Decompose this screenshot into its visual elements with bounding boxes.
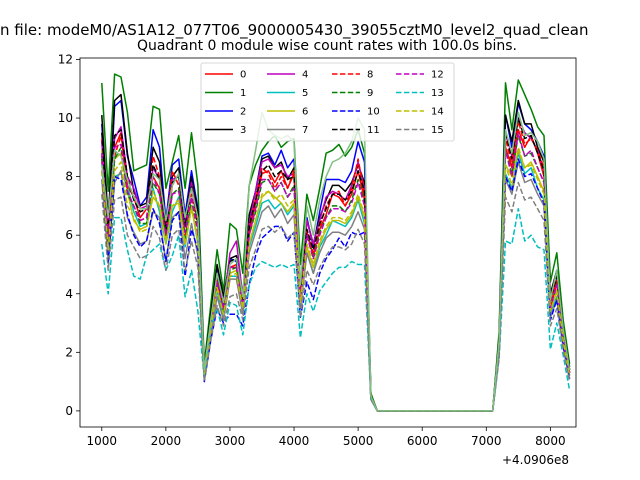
x-offset-label: +4.0906e8 bbox=[502, 453, 569, 467]
y-tick-label: 8 bbox=[65, 170, 73, 184]
legend-label-8: 8 bbox=[367, 70, 373, 81]
legend-label-10: 10 bbox=[367, 107, 380, 118]
series-line-10 bbox=[101, 158, 571, 412]
series-group bbox=[101, 73, 571, 412]
x-tick-label: 2000 bbox=[151, 434, 182, 448]
x-tick-label: 6000 bbox=[407, 434, 438, 448]
x-tick-label: 4000 bbox=[279, 434, 310, 448]
x-tick-label: 5000 bbox=[343, 434, 374, 448]
legend-label-6: 6 bbox=[302, 107, 308, 118]
legend-label-11: 11 bbox=[367, 125, 380, 136]
plot-area: 1000 2000 3000 4000 5000 6000 7000 800002468101… bbox=[58, 52, 577, 467]
series-line-2 bbox=[101, 99, 571, 412]
legend-label-1: 1 bbox=[240, 88, 246, 99]
legend-label-15: 15 bbox=[431, 125, 444, 136]
series-line-8 bbox=[101, 120, 571, 412]
legend-label-5: 5 bbox=[302, 88, 308, 99]
series-line-3 bbox=[101, 93, 571, 412]
series-line-11 bbox=[101, 117, 571, 412]
legend-frame bbox=[200, 62, 455, 142]
chart-title: Quadrant 0 module wise count rates with … bbox=[137, 38, 517, 54]
series-line-14 bbox=[101, 146, 571, 412]
series-line-extra-16 bbox=[101, 111, 571, 412]
series-line-1 bbox=[101, 73, 571, 412]
x-tick-label: 8000 bbox=[535, 434, 566, 448]
legend-label-14: 14 bbox=[431, 107, 444, 118]
y-tick-label: 12 bbox=[58, 52, 73, 66]
series-line-15 bbox=[101, 181, 571, 412]
legend-label-3: 3 bbox=[240, 125, 246, 136]
series-line-13 bbox=[101, 208, 571, 412]
y-tick-label: 2 bbox=[65, 345, 73, 359]
legend-label-7: 7 bbox=[302, 125, 308, 136]
x-tick-label: 1000 bbox=[87, 434, 118, 448]
legend-label-2: 2 bbox=[240, 107, 246, 118]
legend-label-9: 9 bbox=[367, 88, 373, 99]
x-tick-label: 3000 bbox=[215, 434, 246, 448]
y-tick-label: 10 bbox=[58, 111, 73, 125]
legend-label-0: 0 bbox=[240, 70, 246, 81]
legend-label-13: 13 bbox=[431, 88, 444, 99]
x-tick-label: 7000 bbox=[471, 434, 502, 448]
legend-label-4: 4 bbox=[302, 70, 308, 81]
series-line-12 bbox=[101, 131, 571, 412]
y-tick-label: 4 bbox=[65, 287, 73, 301]
y-tick-label: 6 bbox=[65, 228, 73, 242]
legend-label-12: 12 bbox=[431, 70, 444, 81]
y-tick-label: 0 bbox=[65, 404, 73, 418]
axes-frame bbox=[79, 57, 577, 428]
chart-suptitle: n file: modeM0/AS1A12_077T06_9000005430_… bbox=[0, 21, 589, 40]
